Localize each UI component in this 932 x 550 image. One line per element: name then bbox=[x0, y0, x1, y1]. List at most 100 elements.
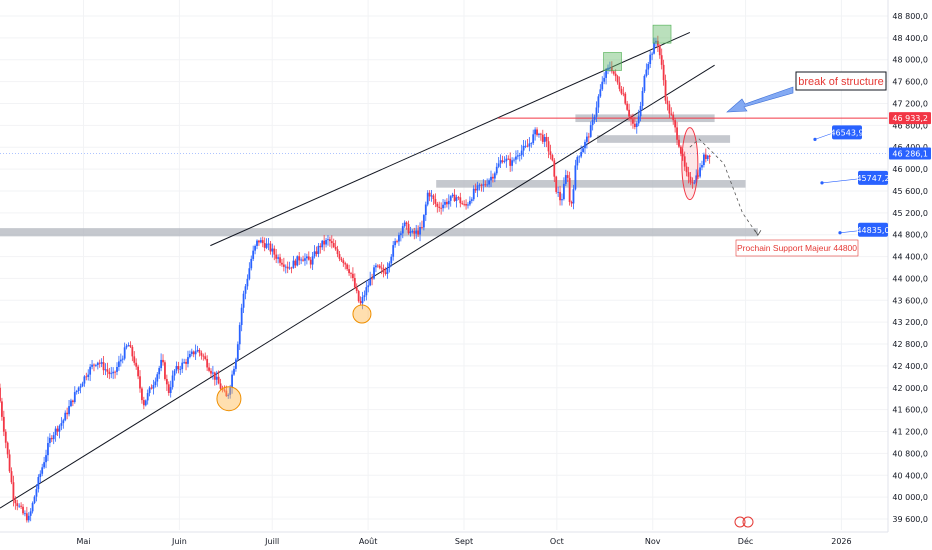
candle-body bbox=[482, 184, 485, 186]
candle-body bbox=[334, 246, 337, 250]
candle-body bbox=[217, 376, 220, 384]
candle-body bbox=[645, 69, 648, 76]
candle-body bbox=[242, 293, 245, 308]
price-tick-label: 46 000,0 bbox=[892, 165, 928, 174]
candle-body bbox=[511, 160, 514, 166]
candle-body bbox=[20, 505, 22, 507]
time-tick-label: Juill bbox=[264, 537, 279, 546]
candle-body bbox=[50, 437, 53, 440]
candle-body bbox=[340, 258, 343, 261]
price-tick-label: 40 400,0 bbox=[892, 471, 928, 480]
candle-body bbox=[674, 120, 677, 128]
candle-body bbox=[701, 165, 703, 168]
candle-body bbox=[33, 496, 36, 504]
time-tick-label: Août bbox=[359, 537, 377, 546]
candle-body bbox=[211, 372, 214, 374]
candle-body bbox=[472, 188, 475, 200]
candle-body bbox=[658, 45, 661, 56]
candle-body bbox=[516, 155, 519, 157]
price-tick-label: 44 000,0 bbox=[892, 274, 928, 283]
candle-body bbox=[96, 362, 99, 366]
candle-body bbox=[520, 150, 523, 156]
candle-body bbox=[662, 64, 665, 81]
candle-body bbox=[549, 151, 552, 156]
candle-body bbox=[365, 287, 368, 296]
candle-body bbox=[679, 146, 682, 154]
green-box-highlight bbox=[603, 52, 622, 71]
candle-body bbox=[141, 388, 143, 401]
candle-body bbox=[271, 248, 274, 252]
candle-body bbox=[562, 183, 565, 200]
level-tag-box bbox=[858, 222, 888, 237]
candle-body bbox=[436, 203, 439, 207]
candle-body bbox=[463, 203, 466, 205]
price-tick-label: 41 200,0 bbox=[892, 428, 928, 437]
candle-body bbox=[24, 513, 26, 515]
candle-body bbox=[0, 387, 1, 402]
candle-body bbox=[699, 167, 701, 177]
candle-body bbox=[426, 192, 429, 205]
candle-body bbox=[526, 145, 529, 147]
price-tick-label: 40 800,0 bbox=[892, 449, 928, 458]
candle-body bbox=[325, 239, 327, 245]
candle-body bbox=[532, 134, 535, 144]
price-tick-label: 43 600,0 bbox=[892, 296, 928, 305]
candle-body bbox=[626, 103, 629, 110]
candle-body bbox=[162, 359, 164, 363]
candle-body bbox=[430, 195, 433, 197]
candle-body bbox=[275, 254, 278, 259]
candle-body bbox=[503, 161, 506, 163]
candle-body bbox=[152, 385, 155, 389]
level-tag-dot bbox=[813, 137, 817, 141]
candle-body bbox=[405, 222, 408, 225]
candle-body bbox=[250, 258, 253, 269]
candle-body bbox=[681, 153, 684, 157]
candle-body bbox=[83, 376, 86, 384]
candle-body bbox=[127, 345, 130, 346]
candle-body bbox=[371, 278, 373, 280]
candle-body bbox=[651, 53, 654, 55]
price-tick-label: 40 000,0 bbox=[892, 493, 928, 502]
candle-body bbox=[467, 204, 469, 206]
price-axis[interactable]: 48 800,0 48 400,0 48 000,0 47 600,0 47 200,0… bbox=[887, 0, 932, 550]
candle-body bbox=[22, 506, 24, 514]
level-tag-label: 46543,9 bbox=[830, 128, 863, 137]
axis-price-tag bbox=[889, 112, 931, 125]
candle-body bbox=[639, 106, 642, 117]
candle-body bbox=[12, 482, 15, 500]
price-tick-label: 48 400,0 bbox=[892, 34, 928, 43]
candle-body bbox=[35, 489, 38, 497]
support-zone bbox=[436, 180, 746, 188]
time-axis[interactable]: Mai Juin Juill Août Sept Oct Nov Déc 2026 bbox=[0, 531, 932, 550]
candle-body bbox=[593, 116, 596, 120]
price-tick-label: 43 200,0 bbox=[892, 318, 928, 327]
candle-body bbox=[440, 207, 443, 209]
candle-body bbox=[267, 243, 270, 245]
candle-body bbox=[601, 81, 604, 90]
candle-body bbox=[530, 143, 533, 144]
candle-body bbox=[655, 40, 657, 43]
candle-body bbox=[384, 272, 387, 274]
candle-body bbox=[204, 356, 207, 359]
candle-body bbox=[413, 231, 416, 234]
candle-body bbox=[302, 259, 304, 261]
candle-body bbox=[551, 155, 554, 161]
candle-body bbox=[198, 349, 201, 353]
candle-body bbox=[240, 307, 243, 326]
candle-body bbox=[332, 243, 335, 247]
candle-body bbox=[43, 462, 46, 468]
channel-lower-line bbox=[0, 64, 715, 509]
projection-path bbox=[689, 138, 759, 236]
candle-body bbox=[106, 369, 109, 372]
candle-body bbox=[614, 73, 617, 77]
candle-body bbox=[541, 134, 544, 142]
candle-body bbox=[445, 201, 448, 205]
candle-body bbox=[139, 376, 141, 389]
candle-body bbox=[252, 250, 255, 259]
candle-body bbox=[342, 260, 345, 264]
candle-body bbox=[29, 511, 32, 516]
candle-body bbox=[578, 156, 581, 158]
candle-body bbox=[307, 256, 310, 260]
